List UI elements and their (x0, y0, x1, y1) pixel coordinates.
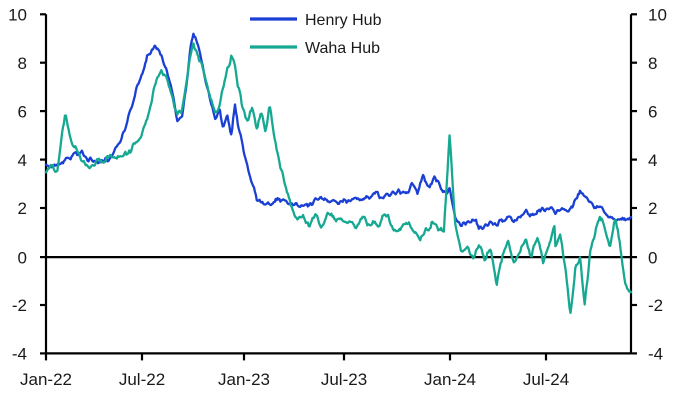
svg-text:Jul-23: Jul-23 (321, 370, 367, 389)
svg-text:10: 10 (648, 6, 667, 25)
svg-text:Henry Hub: Henry Hub (305, 12, 382, 29)
svg-text:Jan-24: Jan-24 (424, 370, 476, 389)
svg-text:8: 8 (648, 54, 657, 73)
svg-text:Jul-24: Jul-24 (523, 370, 569, 389)
svg-text:Waha Hub: Waha Hub (305, 40, 380, 57)
svg-text:0: 0 (18, 248, 27, 267)
svg-text:0: 0 (648, 248, 657, 267)
svg-text:-2: -2 (12, 296, 27, 315)
svg-text:Jan-22: Jan-22 (20, 370, 72, 389)
svg-text:2: 2 (648, 199, 657, 218)
svg-text:6: 6 (18, 102, 27, 121)
svg-text:Jul-22: Jul-22 (119, 370, 165, 389)
svg-text:4: 4 (648, 151, 657, 170)
svg-text:-2: -2 (648, 296, 663, 315)
svg-text:-4: -4 (12, 345, 27, 364)
svg-text:4: 4 (18, 151, 27, 170)
svg-text:-4: -4 (648, 345, 663, 364)
svg-text:2: 2 (18, 199, 27, 218)
svg-text:Jan-23: Jan-23 (218, 370, 270, 389)
svg-text:10: 10 (8, 6, 27, 25)
svg-text:8: 8 (18, 54, 27, 73)
svg-text:6: 6 (648, 102, 657, 121)
